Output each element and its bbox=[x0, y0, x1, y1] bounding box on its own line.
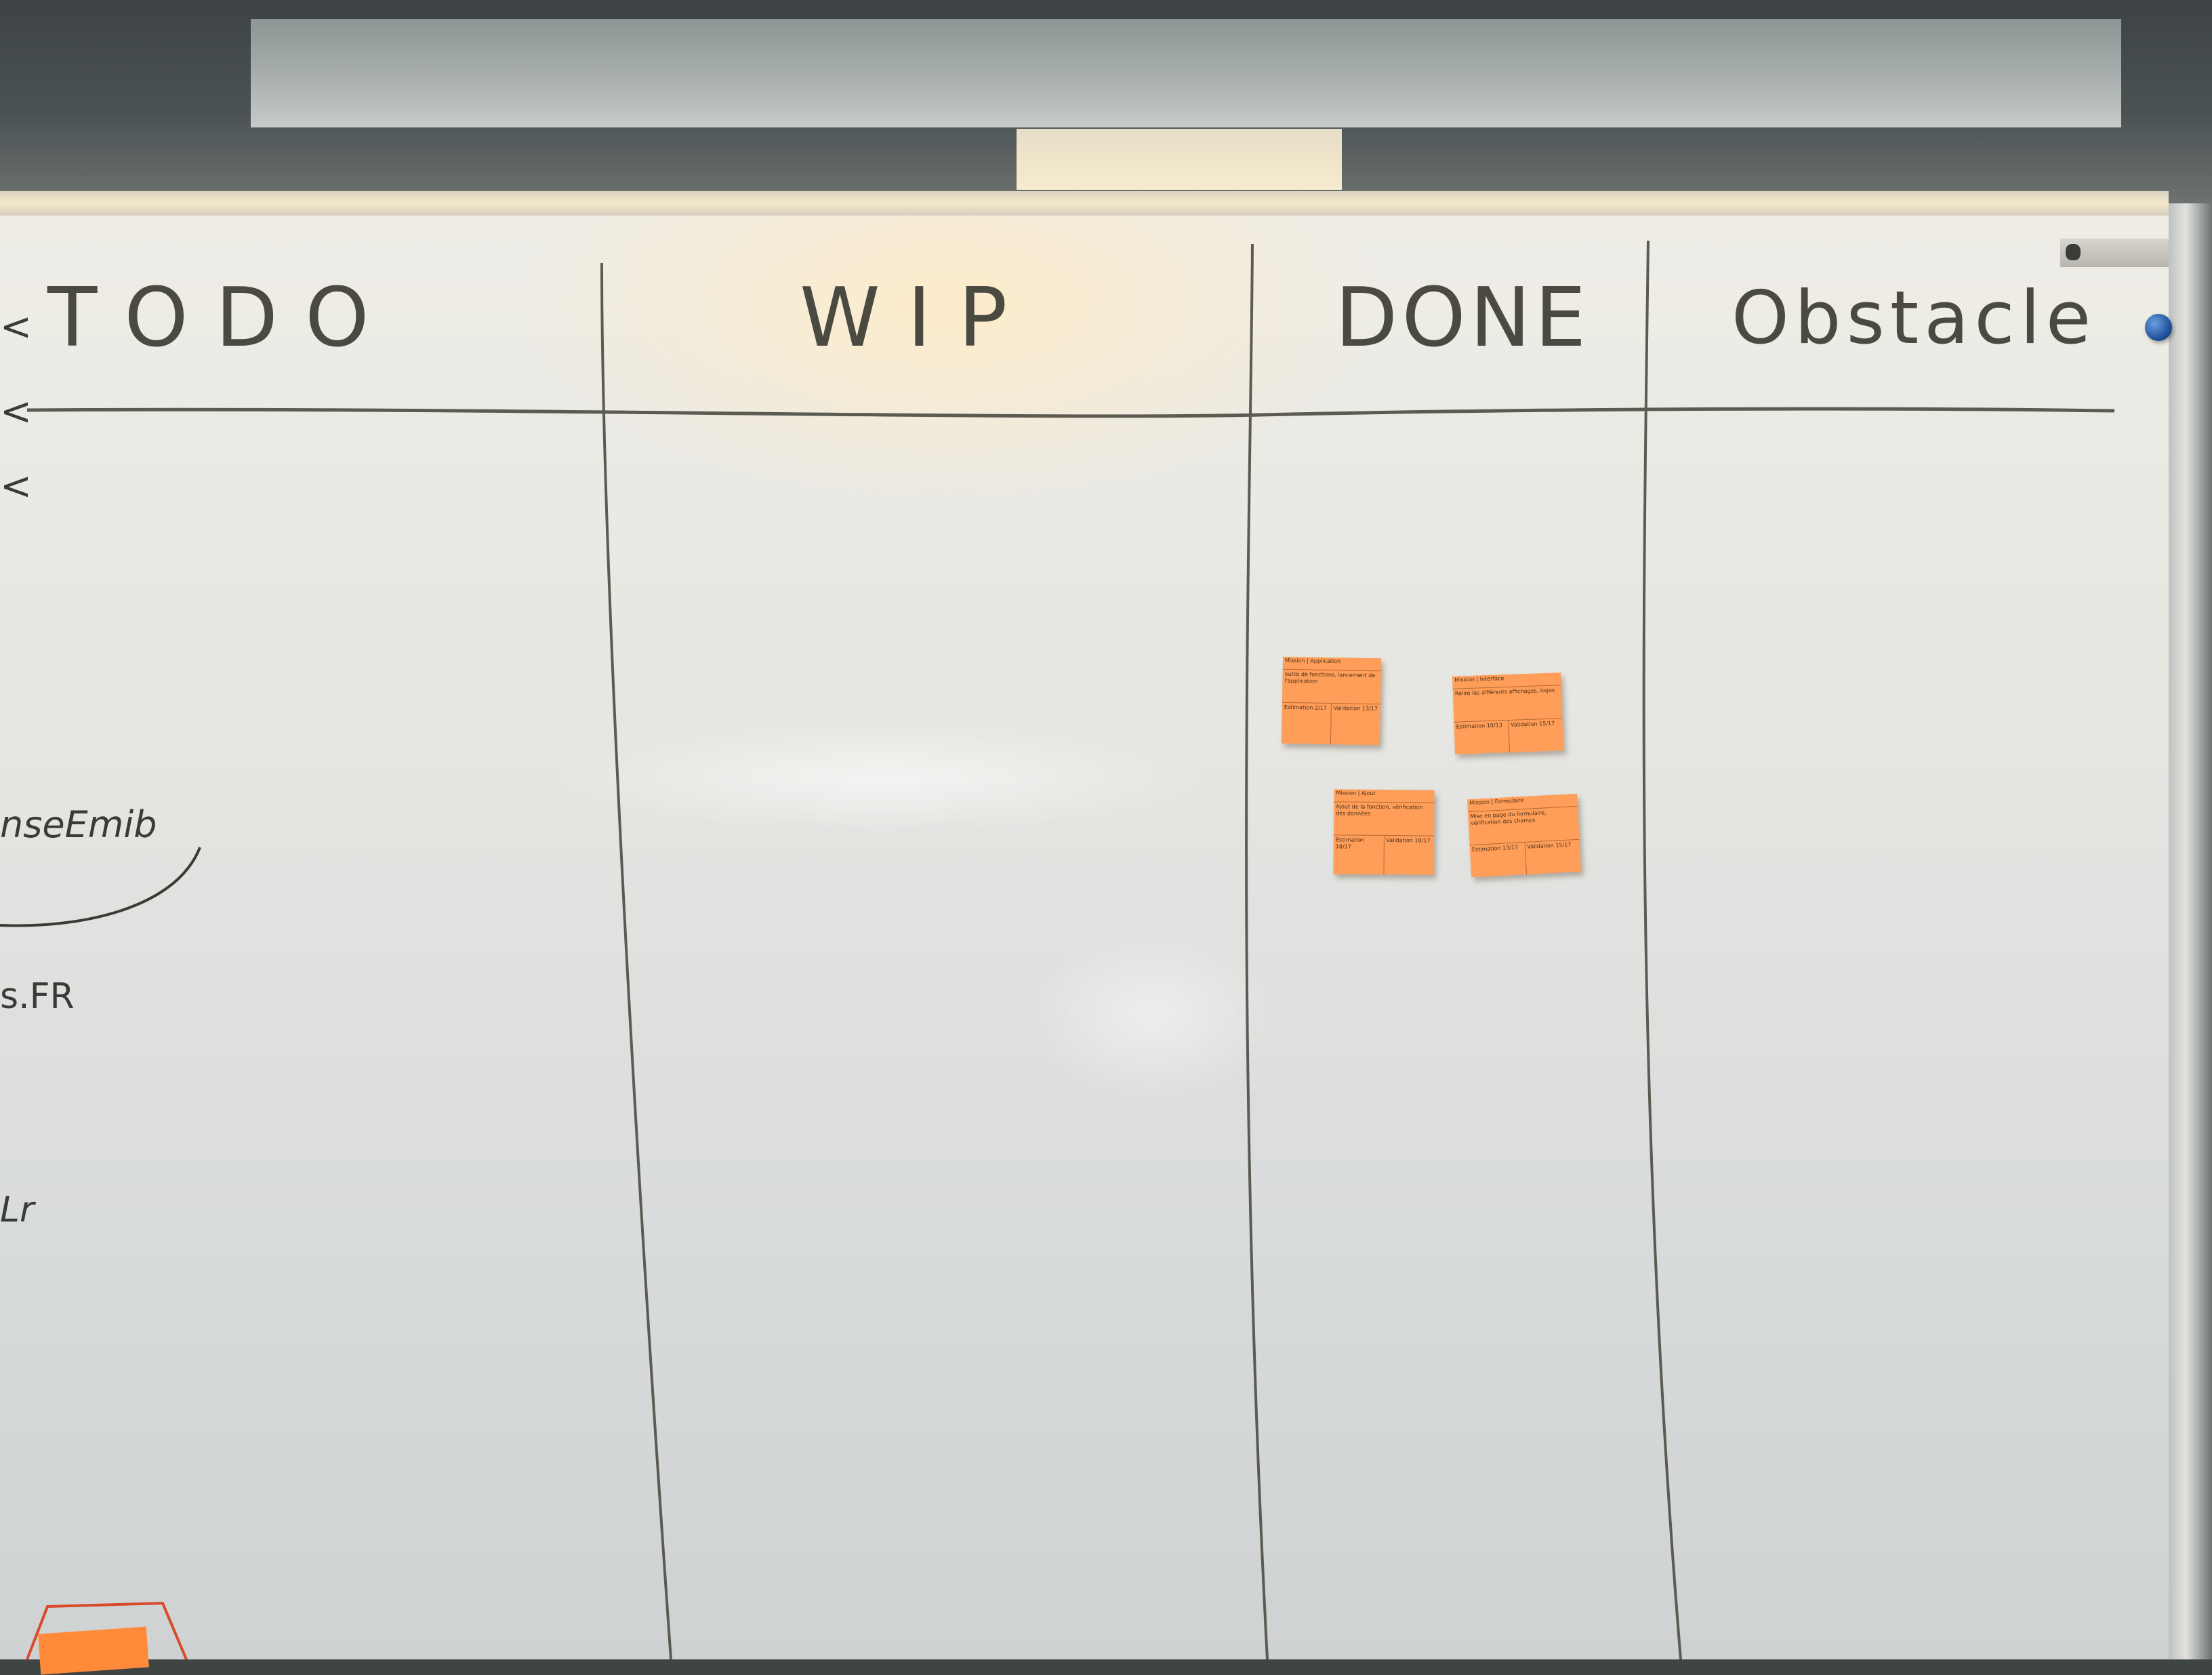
ceiling-light-fixture bbox=[251, 19, 2121, 127]
sticky-note-estimate: Estimation 13/17 bbox=[1469, 842, 1528, 878]
sticky-note-validation: Validation 15/17 bbox=[1527, 841, 1572, 850]
whiteboard bbox=[0, 216, 2189, 1659]
sticky-note-validation: Validation 15/17 bbox=[1510, 720, 1555, 728]
sticky-note[interactable]: Mission | Application outils de fonction… bbox=[1281, 656, 1382, 746]
margin-mark: < bbox=[0, 464, 32, 508]
circled-note-arc bbox=[0, 847, 201, 927]
column-title-wip: WIP bbox=[800, 271, 1035, 365]
column-divider-wip-done bbox=[1245, 243, 1269, 1659]
column-title-todo: TODO bbox=[47, 271, 396, 365]
sticky-note-validation: Validation 18/17 bbox=[1386, 837, 1431, 844]
sticky-note[interactable]: Mission | Ajout Ajout de la fonction, vé… bbox=[1333, 789, 1435, 875]
sticky-note-header: Mission | Ajout bbox=[1334, 789, 1435, 803]
margin-mark: < bbox=[0, 305, 32, 349]
sticky-note[interactable]: Mission | Interface Relire les différent… bbox=[1452, 672, 1563, 754]
header-divider-line bbox=[26, 407, 2115, 418]
margin-note: nseEmib bbox=[0, 803, 157, 846]
magnet-icon[interactable] bbox=[2145, 314, 2172, 341]
whiteboard-frame bbox=[2169, 203, 2212, 1659]
whiteboard-rail bbox=[0, 191, 2169, 218]
margin-note: s.FR bbox=[0, 976, 75, 1017]
column-title-obstacle: Obstacle bbox=[1732, 276, 2097, 361]
sticky-note-description: outils de fonctions, lancement de l'appl… bbox=[1282, 669, 1381, 705]
sticky-note-header: Mission | Application bbox=[1282, 656, 1382, 672]
sticky-note-validation: Validation 13/17 bbox=[1333, 705, 1378, 712]
sticky-note-description: Mise en page du formulaire, vérification… bbox=[1468, 806, 1580, 846]
sticky-note-estimate: Estimation 10/13 bbox=[1454, 720, 1511, 754]
sticky-note-estimate: Estimation 2/17 bbox=[1281, 702, 1332, 746]
sticky-note-estimate: Estimation 18/17 bbox=[1333, 835, 1385, 875]
bottom-left-sketch bbox=[26, 1601, 188, 1659]
column-title-done: DONE bbox=[1335, 271, 1591, 365]
margin-note: Lr bbox=[0, 1190, 35, 1230]
partial-sticky-note bbox=[38, 1626, 149, 1675]
sticky-note[interactable]: Mission | Formulaire Mise en page du for… bbox=[1467, 793, 1581, 878]
margin-mark: < bbox=[0, 390, 32, 434]
column-divider-todo-wip bbox=[600, 262, 672, 1659]
column-divider-done-obstacle bbox=[1642, 240, 1682, 1659]
light-glow bbox=[1017, 129, 1342, 190]
sticky-note-description: Ajout de la fonction, vérification des d… bbox=[1333, 802, 1435, 836]
board-label-icon bbox=[2066, 244, 2081, 260]
sticky-note-description: Relire les différents affichages, logos bbox=[1452, 685, 1563, 723]
